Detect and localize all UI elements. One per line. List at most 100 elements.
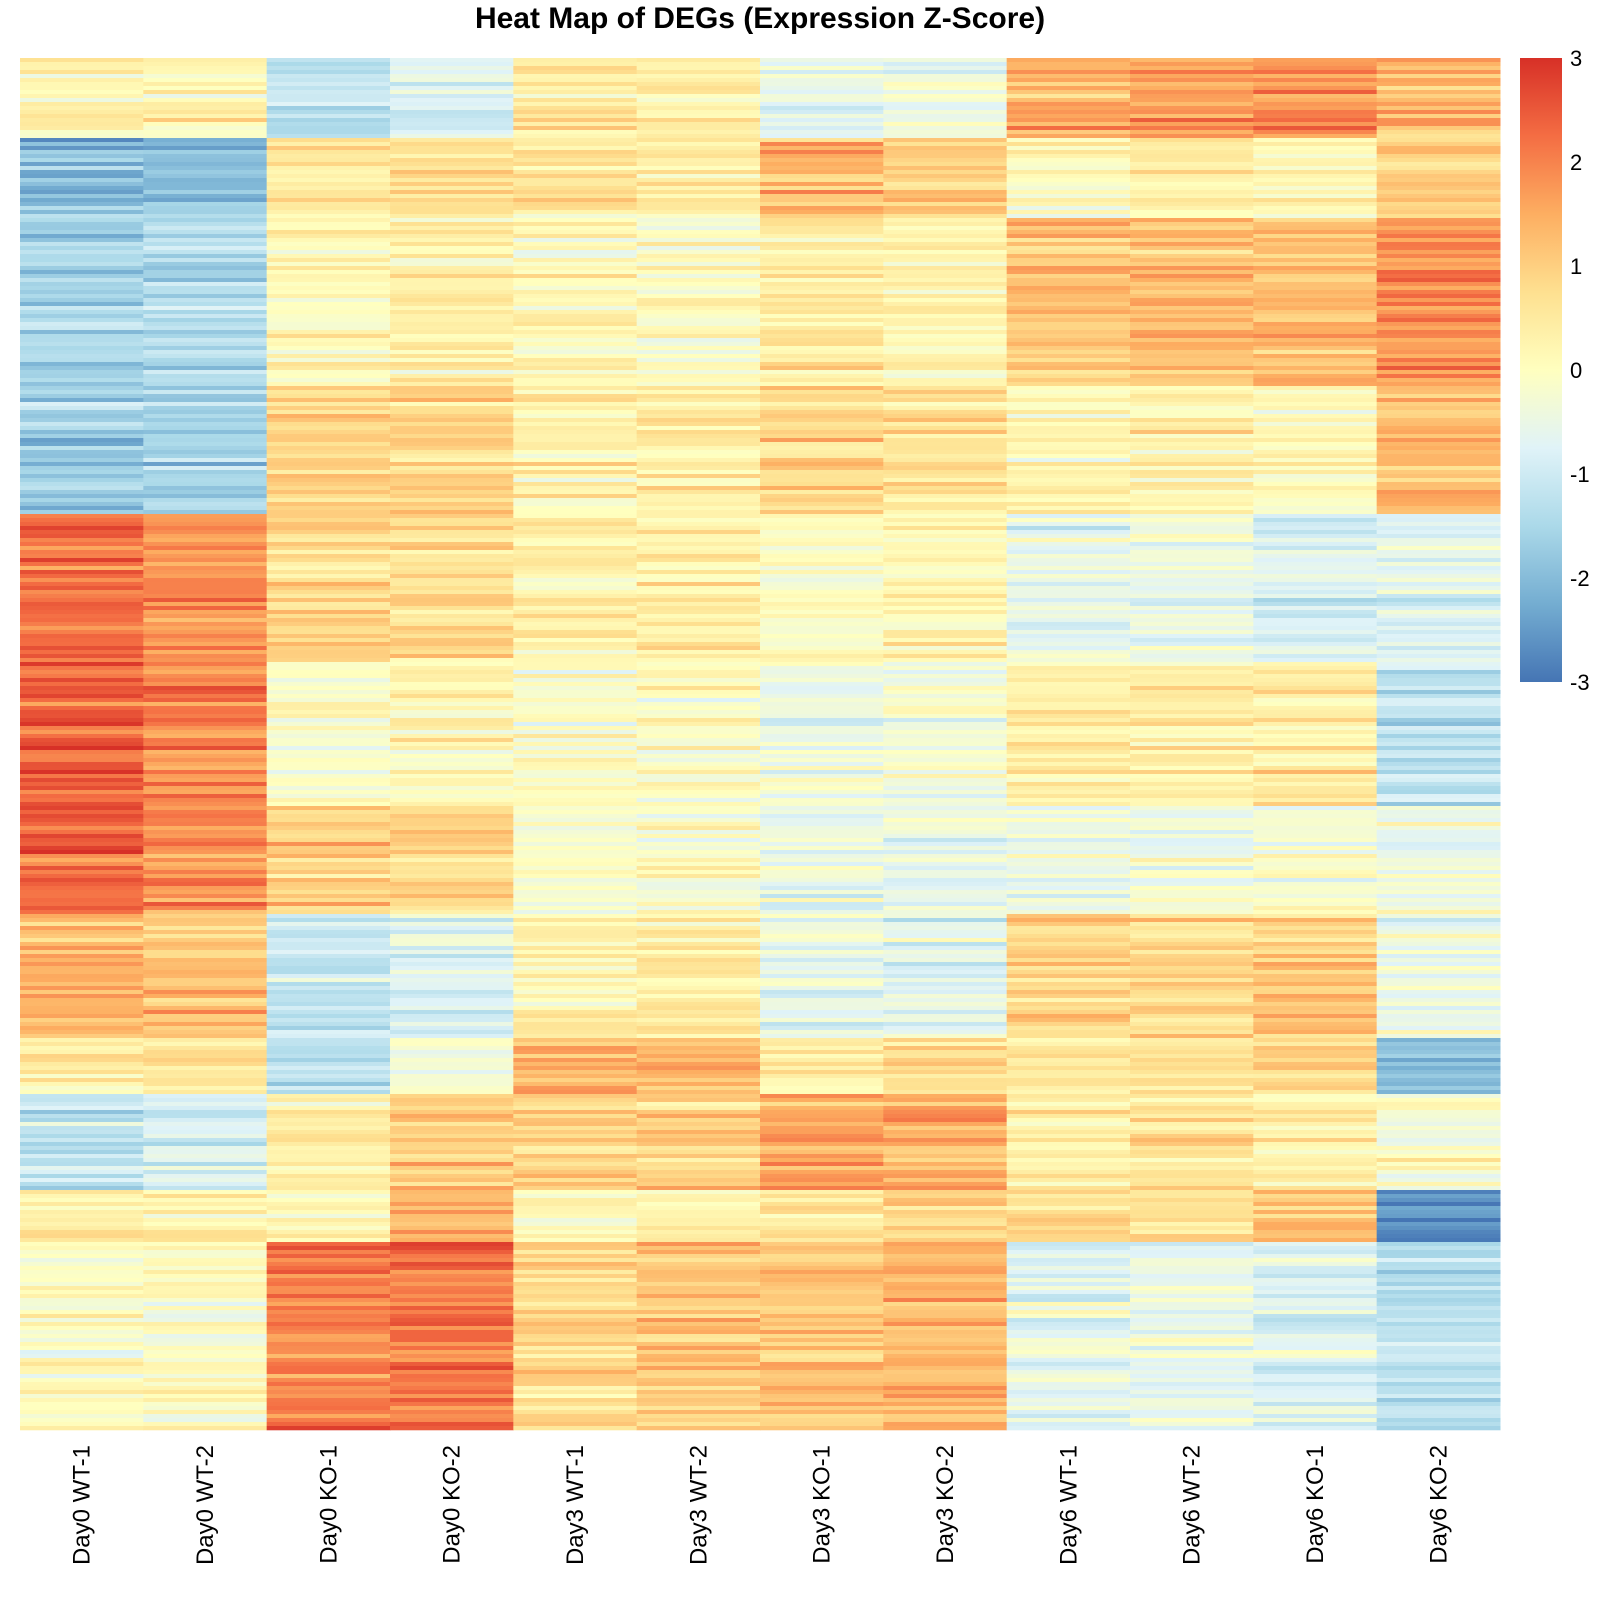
heatmap-cell bbox=[636, 1054, 761, 1059]
heatmap-cell bbox=[390, 78, 514, 83]
heatmap-cell bbox=[636, 306, 761, 311]
heatmap-cell bbox=[143, 546, 268, 551]
heatmap-cell bbox=[20, 226, 144, 231]
heatmap-cell bbox=[143, 1074, 268, 1079]
heatmap-cell bbox=[760, 970, 884, 975]
heatmap-cell bbox=[266, 1302, 391, 1307]
heatmap-cell bbox=[513, 866, 638, 871]
heatmap-cell bbox=[1253, 294, 1378, 299]
heatmap-cell bbox=[266, 1206, 391, 1211]
heatmap-cell bbox=[266, 614, 391, 619]
heatmap-cell bbox=[20, 150, 144, 155]
heatmap-cell bbox=[266, 418, 391, 423]
heatmap-cell bbox=[266, 306, 391, 311]
heatmap-cell bbox=[760, 266, 884, 271]
heatmap-cell bbox=[513, 658, 638, 663]
heatmap-cell bbox=[513, 286, 638, 291]
heatmap-cell bbox=[20, 838, 144, 843]
heatmap-cell bbox=[513, 334, 638, 339]
heatmap-cell bbox=[266, 910, 391, 915]
heatmap-cell bbox=[266, 766, 391, 771]
heatmap-cell bbox=[266, 394, 391, 399]
heatmap-cell bbox=[1130, 562, 1254, 567]
heatmap-cell bbox=[20, 898, 144, 903]
heatmap-cell bbox=[266, 846, 391, 851]
heatmap-cell bbox=[513, 626, 638, 631]
heatmap-cell bbox=[883, 906, 1008, 911]
heatmap-cell bbox=[883, 302, 1008, 307]
heatmap-cell bbox=[636, 662, 761, 667]
heatmap-cell bbox=[20, 794, 144, 799]
heatmap-cell bbox=[1253, 1266, 1378, 1271]
heatmap-cell bbox=[390, 450, 514, 455]
heatmap-cell bbox=[143, 298, 268, 303]
heatmap-cell bbox=[1253, 1062, 1378, 1067]
heatmap-cell bbox=[20, 490, 144, 495]
heatmap-cell bbox=[1253, 526, 1378, 531]
heatmap-cell bbox=[20, 210, 144, 215]
heatmap-cell bbox=[1253, 350, 1378, 355]
heatmap-cell bbox=[143, 714, 268, 719]
heatmap-cell bbox=[1130, 1150, 1254, 1155]
heatmap-cell bbox=[513, 1270, 638, 1275]
heatmap-cell bbox=[1253, 282, 1378, 287]
heatmap-cell bbox=[1253, 142, 1378, 147]
heatmap-cell bbox=[1130, 502, 1254, 507]
heatmap-cell bbox=[1006, 402, 1131, 407]
heatmap-cell bbox=[20, 370, 144, 375]
heatmap-cell bbox=[760, 586, 884, 591]
heatmap-cell bbox=[266, 1270, 391, 1275]
heatmap-cell bbox=[390, 150, 514, 155]
heatmap-cell bbox=[513, 1262, 638, 1267]
heatmap-cell bbox=[760, 1350, 884, 1355]
heatmap-cell bbox=[1376, 1050, 1501, 1055]
heatmap-cell bbox=[1253, 306, 1378, 311]
heatmap-cell bbox=[143, 162, 268, 167]
heatmap-cell bbox=[513, 718, 638, 723]
heatmap-cell bbox=[1130, 306, 1254, 311]
heatmap-cell bbox=[1376, 446, 1501, 451]
heatmap-cell bbox=[143, 666, 268, 671]
heatmap-cell bbox=[390, 730, 514, 735]
heatmap-cell bbox=[1130, 1218, 1254, 1223]
heatmap-cell bbox=[1130, 230, 1254, 235]
heatmap-cell bbox=[883, 918, 1008, 923]
heatmap-cell bbox=[636, 482, 761, 487]
heatmap-cell bbox=[883, 190, 1008, 195]
heatmap-cell bbox=[1253, 370, 1378, 375]
heatmap-cell bbox=[143, 982, 268, 987]
heatmap-cell bbox=[1376, 1378, 1501, 1383]
heatmap-cell bbox=[883, 766, 1008, 771]
heatmap-cell bbox=[1006, 870, 1131, 875]
heatmap-cell bbox=[1376, 622, 1501, 627]
heatmap-cell bbox=[20, 258, 144, 263]
heatmap-cell bbox=[20, 242, 144, 247]
heatmap-cell bbox=[20, 1070, 144, 1075]
heatmap-cell bbox=[20, 758, 144, 763]
heatmap-cell bbox=[760, 950, 884, 955]
heatmap-cell bbox=[1006, 66, 1131, 71]
heatmap-cell bbox=[1253, 1146, 1378, 1151]
heatmap-cell bbox=[1006, 382, 1131, 387]
heatmap-cell bbox=[1376, 318, 1501, 323]
heatmap-cell bbox=[1253, 238, 1378, 243]
heatmap-cell bbox=[1253, 134, 1378, 139]
heatmap-cell bbox=[636, 382, 761, 387]
heatmap-cell bbox=[143, 750, 268, 755]
heatmap-cell bbox=[1006, 1406, 1131, 1411]
heatmap-cell bbox=[883, 418, 1008, 423]
heatmap-cell bbox=[513, 914, 638, 919]
heatmap-cell bbox=[513, 194, 638, 199]
heatmap-cell bbox=[883, 254, 1008, 259]
heatmap-cell bbox=[1006, 470, 1131, 475]
heatmap-cell bbox=[1376, 942, 1501, 947]
heatmap-cell bbox=[513, 134, 638, 139]
heatmap-cell bbox=[143, 830, 268, 835]
heatmap-cell bbox=[1253, 758, 1378, 763]
heatmap-cell bbox=[1130, 662, 1254, 667]
heatmap-cell bbox=[1006, 1362, 1131, 1367]
heatmap-cell bbox=[636, 574, 761, 579]
heatmap-cell bbox=[20, 238, 144, 243]
heatmap-cell bbox=[760, 678, 884, 683]
heatmap-cell bbox=[1006, 1102, 1131, 1107]
